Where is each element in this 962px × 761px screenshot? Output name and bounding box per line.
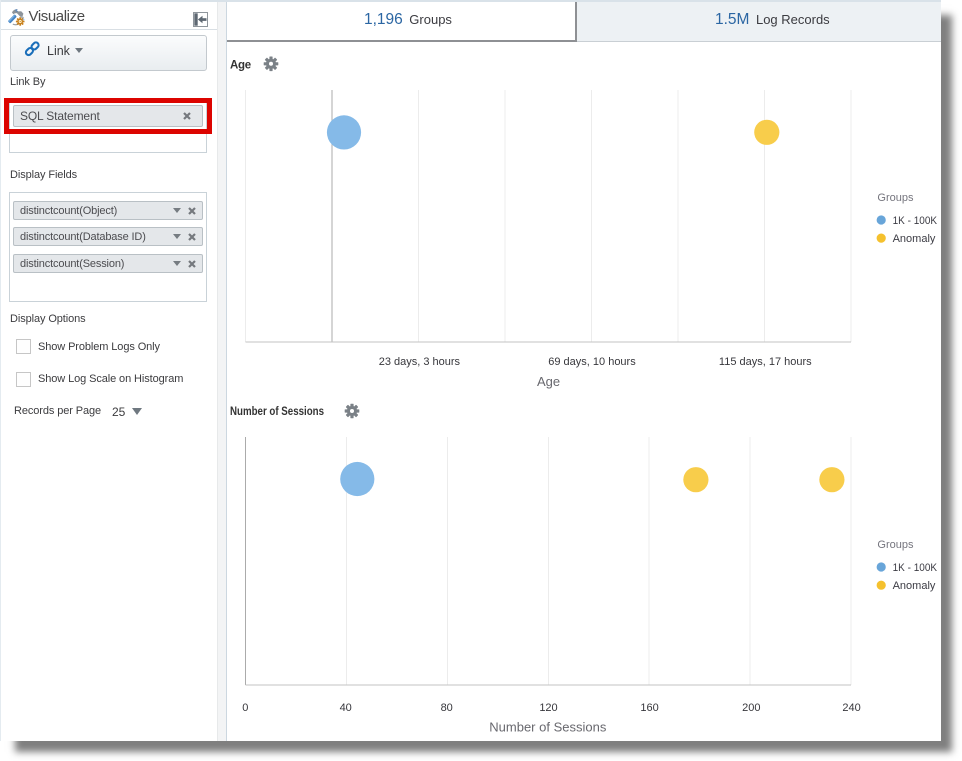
svg-text:Age: Age [230,60,251,72]
svg-text:40: 40 [340,702,352,714]
svg-text:Number of Sessions: Number of Sessions [230,406,324,418]
svg-text:115 days, 17 hours: 115 days, 17 hours [719,356,812,368]
svg-text:0: 0 [242,702,248,714]
svg-text:120: 120 [539,702,557,714]
svg-text:Anomaly: Anomaly [893,233,936,245]
svg-text:160: 160 [640,702,658,714]
svg-text:69 days, 10 hours: 69 days, 10 hours [548,356,636,368]
svg-text:23 days, 3 hours: 23 days, 3 hours [379,356,461,368]
svg-text:Anomaly: Anomaly [893,580,936,592]
svg-text:1K - 100K: 1K - 100K [893,562,938,574]
svg-text:80: 80 [441,702,453,714]
svg-text:240: 240 [842,702,860,714]
svg-text:Groups: Groups [877,192,914,204]
svg-text:200: 200 [742,702,760,714]
svg-text:Age: Age [537,374,560,389]
svg-text:1K - 100K: 1K - 100K [893,215,938,227]
svg-text:Number of Sessions: Number of Sessions [489,720,607,735]
svg-text:Groups: Groups [877,539,914,551]
